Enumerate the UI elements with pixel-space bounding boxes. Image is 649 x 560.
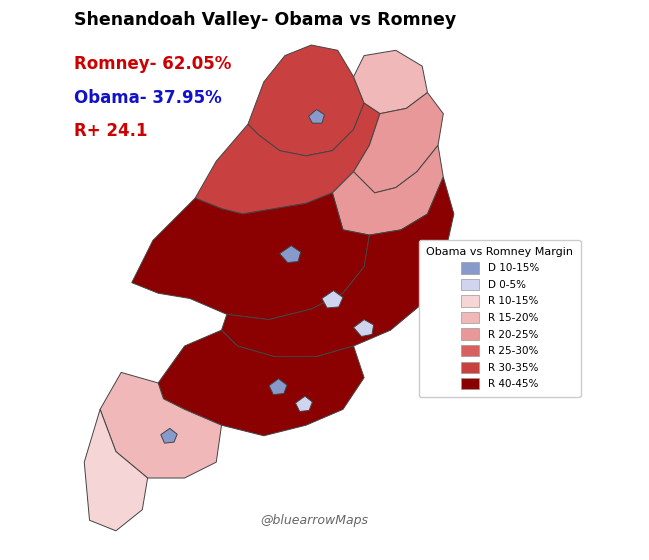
Text: Obama- 37.95%: Obama- 37.95% xyxy=(73,88,221,107)
Polygon shape xyxy=(354,320,374,337)
Text: R+ 24.1: R+ 24.1 xyxy=(73,122,147,140)
Polygon shape xyxy=(100,372,221,478)
Text: Shenandoah Valley- Obama vs Romney: Shenandoah Valley- Obama vs Romney xyxy=(73,11,456,29)
Polygon shape xyxy=(354,92,443,193)
Polygon shape xyxy=(309,109,324,123)
Polygon shape xyxy=(269,379,287,395)
Polygon shape xyxy=(221,177,454,357)
Text: Romney- 62.05%: Romney- 62.05% xyxy=(73,55,231,73)
Polygon shape xyxy=(322,291,343,308)
Polygon shape xyxy=(280,246,300,263)
Polygon shape xyxy=(332,146,443,235)
Polygon shape xyxy=(84,409,147,531)
Polygon shape xyxy=(132,193,369,320)
Polygon shape xyxy=(354,50,428,114)
Polygon shape xyxy=(161,428,177,443)
Polygon shape xyxy=(158,330,364,436)
Polygon shape xyxy=(295,396,312,412)
Legend: D 10-15%, D 0-5%, R 10-15%, R 15-20%, R 20-25%, R 25-30%, R 30-35%, R 40-45%: D 10-15%, D 0-5%, R 10-15%, R 15-20%, R … xyxy=(419,240,580,397)
Polygon shape xyxy=(248,45,364,156)
Text: @bluearrowMaps: @bluearrowMaps xyxy=(260,514,368,527)
Polygon shape xyxy=(195,103,380,214)
